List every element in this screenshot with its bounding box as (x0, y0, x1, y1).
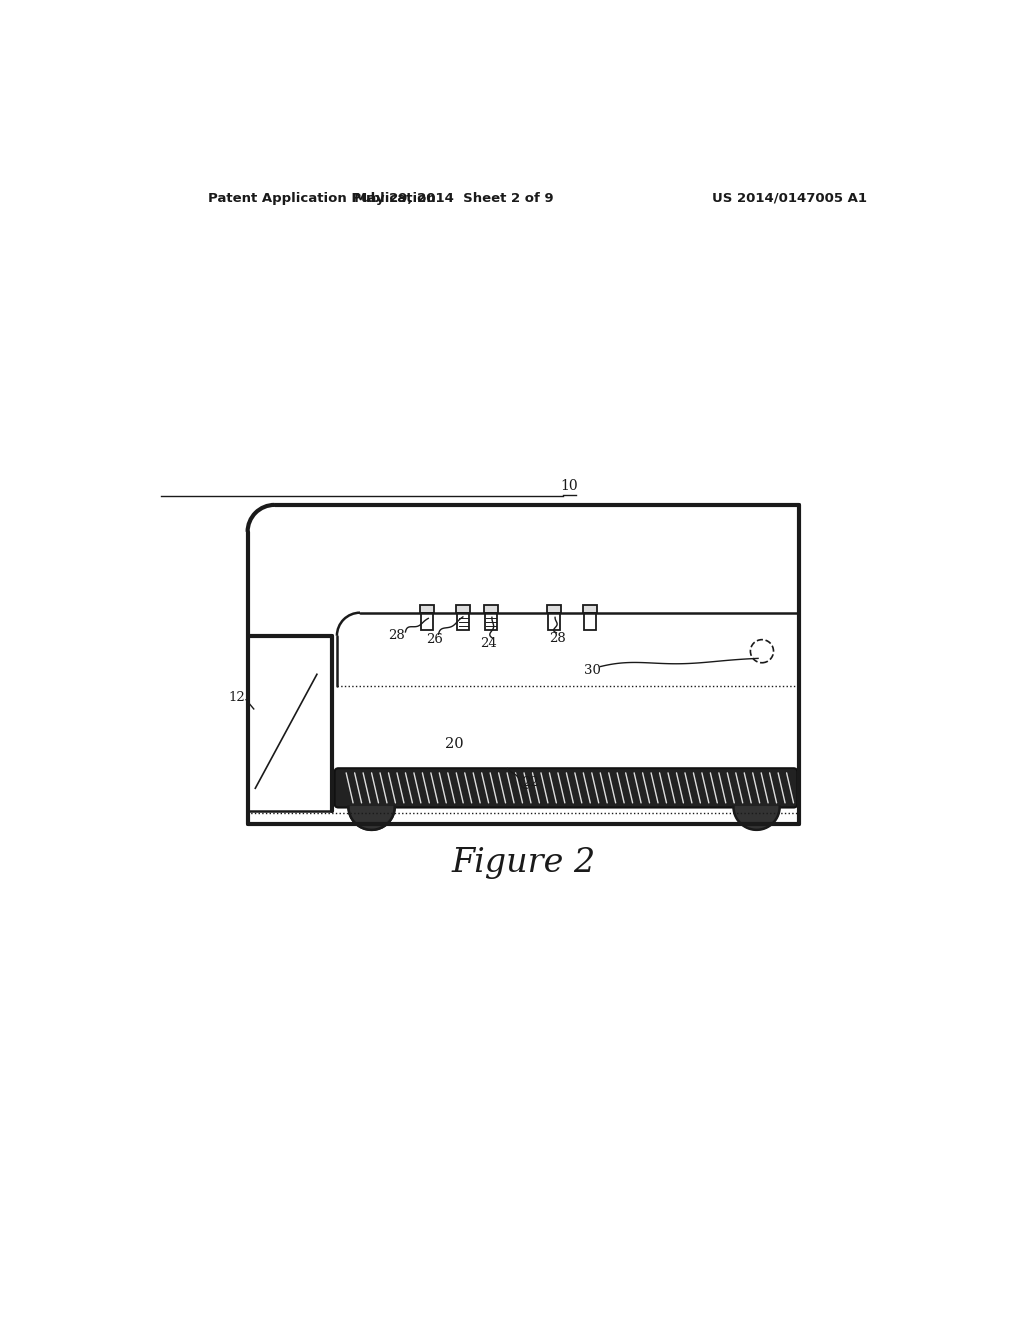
Polygon shape (348, 807, 394, 830)
Bar (584, 612, 596, 630)
Text: 12: 12 (228, 690, 245, 704)
Bar (421, 612, 433, 630)
Bar (547, 605, 561, 612)
Text: 20: 20 (444, 737, 463, 751)
Text: 10: 10 (561, 479, 579, 494)
Circle shape (751, 640, 773, 663)
Text: 22: 22 (522, 776, 540, 788)
Bar (457, 612, 469, 630)
Bar (484, 605, 498, 612)
FancyBboxPatch shape (335, 768, 798, 808)
Text: 28: 28 (388, 630, 404, 643)
Text: 28: 28 (550, 631, 566, 644)
Text: 30: 30 (584, 664, 601, 677)
Text: Patent Application Publication: Patent Application Publication (208, 191, 435, 205)
Text: May 29, 2014  Sheet 2 of 9: May 29, 2014 Sheet 2 of 9 (354, 191, 554, 205)
Bar (420, 605, 434, 612)
Text: 26: 26 (426, 634, 443, 647)
Bar (548, 612, 560, 630)
Polygon shape (733, 807, 779, 830)
Text: Figure 2: Figure 2 (452, 847, 595, 879)
Bar (457, 605, 470, 612)
Bar (484, 612, 497, 630)
Bar (584, 605, 597, 612)
Text: 24: 24 (480, 638, 497, 649)
Text: US 2014/0147005 A1: US 2014/0147005 A1 (712, 191, 867, 205)
